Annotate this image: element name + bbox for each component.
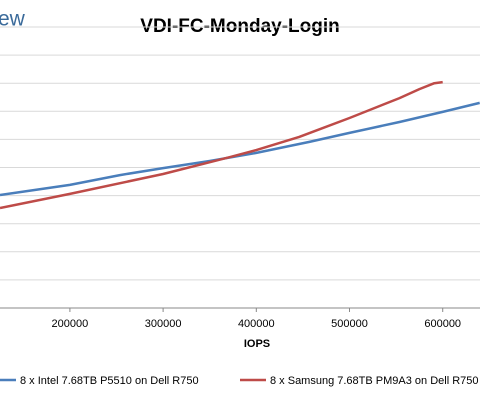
logo: ew	[0, 8, 26, 31]
x-tick-label: 500000	[331, 318, 368, 330]
legend-label: 8 x Intel 7.68TB P5510 on Dell R750	[20, 375, 199, 387]
x-tick-label: 400000	[238, 318, 275, 330]
series-line	[0, 101, 480, 197]
x-axis-label: IOPS	[244, 338, 270, 350]
x-tick-label: 200000	[52, 318, 89, 330]
series-line	[0, 80, 443, 210]
x-tick-label: 600000	[424, 318, 461, 330]
legend-label: 8 x Samsung 7.68TB PM9A3 on Dell R750	[270, 375, 479, 387]
x-tick-label: 300000	[145, 318, 182, 330]
